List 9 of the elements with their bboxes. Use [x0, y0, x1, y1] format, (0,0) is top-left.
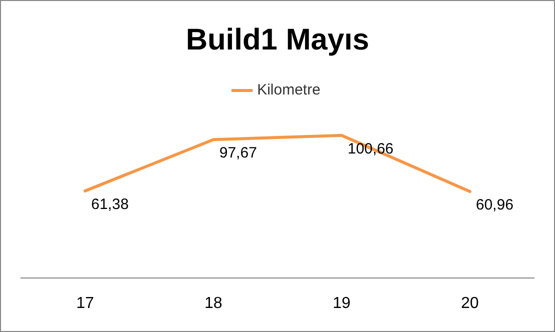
chart-title: Build1 Mayıs — [186, 23, 370, 56]
x-tick-label: 19 — [332, 294, 351, 312]
data-label: 61,38 — [91, 196, 129, 214]
data-label: 60,96 — [476, 196, 514, 214]
x-tick-label: 18 — [204, 294, 222, 312]
x-tick-label: 17 — [76, 294, 94, 312]
data-label: 97,67 — [219, 144, 257, 162]
x-tick-label: 20 — [460, 294, 479, 312]
legend-label: Kilometre — [257, 82, 320, 99]
